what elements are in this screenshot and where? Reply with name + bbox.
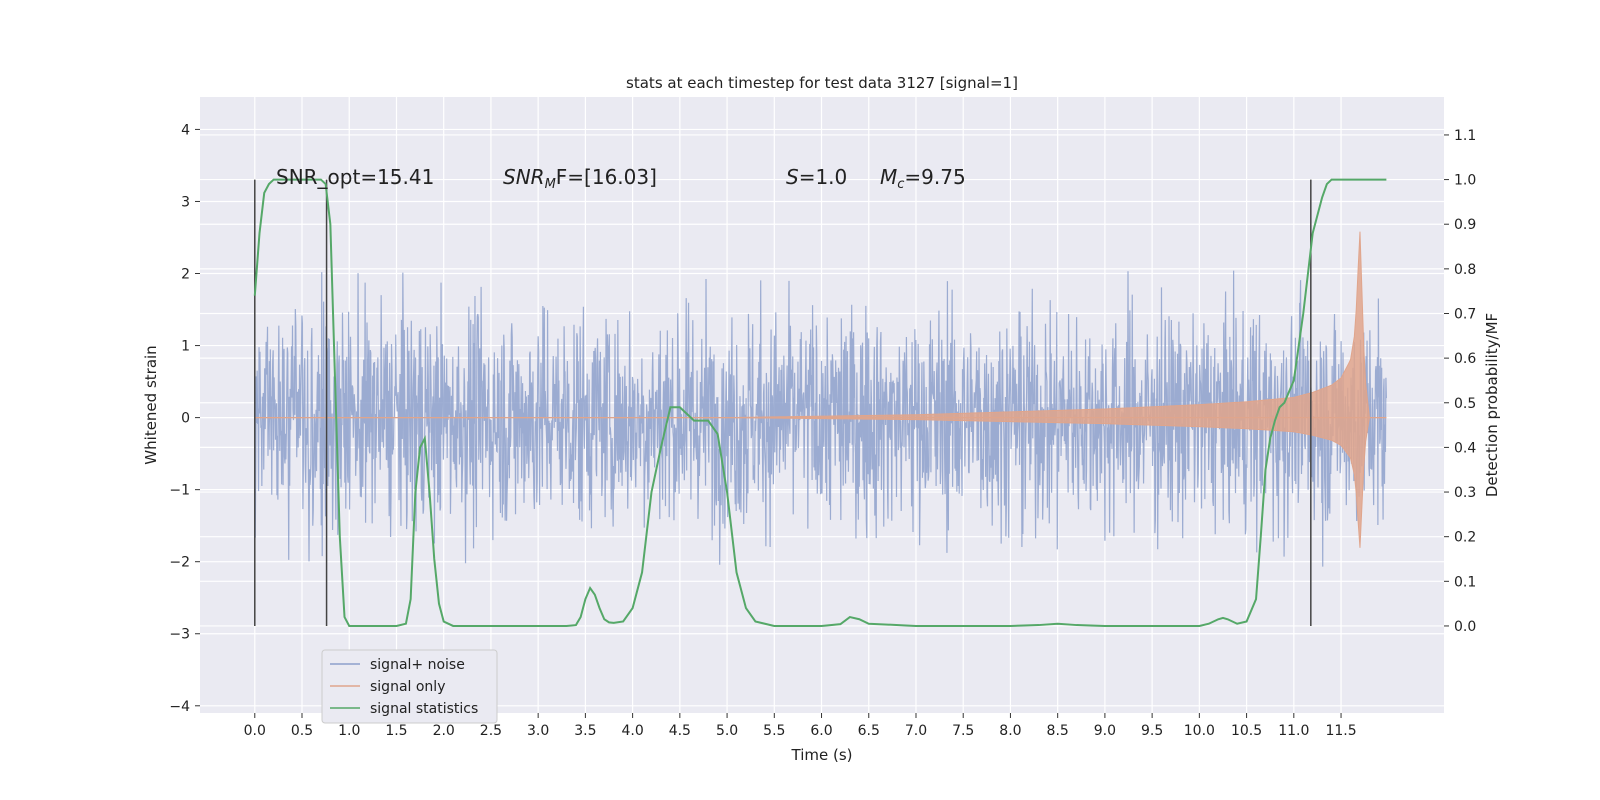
annotation-mc-value: =9.75 — [904, 165, 965, 189]
series-signal-statistics — [253, 178, 1387, 627]
y-left-tick-label: −2 — [169, 555, 190, 571]
y-right-tick-label: 0.5 — [1454, 396, 1476, 412]
x-tick-label: 11.0 — [1278, 723, 1309, 739]
x-tick-label: 9.5 — [1141, 723, 1163, 739]
y-axis-left-ticks: 4 3 2 1 0 −1 −2 −3 −4 — [169, 122, 200, 715]
annotation-snr-mf-sub: M — [545, 177, 556, 192]
legend-label-signal-statistics: signal statistics — [370, 701, 478, 717]
annotation-snr-opt: SNR_opt=15.41 — [276, 165, 434, 189]
annotation-snr-mf-symbol: SNR — [503, 165, 545, 189]
x-axis-label: Time (s) — [791, 746, 853, 764]
x-tick-label: 8.0 — [999, 723, 1021, 739]
y-right-tick-label: 0.7 — [1454, 306, 1476, 322]
x-tick-label: 2.0 — [433, 723, 455, 739]
y-left-tick-label: −4 — [169, 699, 190, 715]
y-left-tick-label: −3 — [169, 627, 190, 643]
y-right-tick-label: 0.1 — [1454, 574, 1476, 590]
legend-box — [321, 649, 498, 724]
y-right-tick-label: 0.0 — [1454, 619, 1476, 635]
y-right-tick-label: 0.3 — [1454, 485, 1476, 501]
y-left-tick-label: 4 — [181, 122, 190, 138]
y-right-tick-label: 0.4 — [1454, 440, 1476, 456]
annotation-mc-sub: c — [897, 177, 904, 192]
annotation-s: S=1.0 — [786, 165, 847, 189]
y-left-tick-label: 0 — [181, 411, 190, 427]
y-axis-right-label: Detection probability/MF — [1483, 313, 1501, 497]
series-signal-statistics-line — [253, 178, 1387, 627]
y-left-tick-label: 1 — [181, 339, 190, 355]
x-tick-label: 10.5 — [1231, 723, 1262, 739]
x-tick-label: 1.0 — [338, 723, 360, 739]
x-tick-label: 1.5 — [385, 723, 407, 739]
x-tick-label: 11.5 — [1325, 723, 1356, 739]
y-left-tick-label: 2 — [181, 267, 190, 283]
y-right-tick-label: 1.1 — [1454, 128, 1476, 144]
x-tick-label: 8.5 — [1047, 723, 1069, 739]
x-tick-label: 5.0 — [716, 723, 738, 739]
legend-label-signal-noise: signal+ noise — [370, 657, 465, 673]
x-tick-label: 7.5 — [952, 723, 974, 739]
y-left-tick-label: −1 — [169, 483, 190, 499]
chart-title: stats at each timestep for test data 312… — [626, 74, 1018, 92]
x-tick-label: 9.0 — [1094, 723, 1116, 739]
y-right-tick-label: 1.0 — [1454, 173, 1476, 189]
annotation-s-symbol: S — [786, 165, 799, 189]
annotation-s-value: =1.0 — [799, 165, 848, 189]
x-tick-label: 4.0 — [621, 723, 643, 739]
legend: signal+ noise signal only signal statist… — [321, 649, 498, 724]
x-tick-label: 6.0 — [810, 723, 832, 739]
y-right-tick-label: 0.6 — [1454, 351, 1476, 367]
x-tick-label: 0.0 — [244, 723, 266, 739]
legend-label-signal-only: signal only — [370, 679, 445, 695]
x-tick-label: 4.5 — [669, 723, 691, 739]
x-tick-label: 5.5 — [763, 723, 785, 739]
y-left-tick-label: 3 — [181, 194, 190, 210]
y-right-tick-label: 0.2 — [1454, 530, 1476, 546]
y-axis-right-ticks: 1.1 1.0 0.9 0.8 0.7 0.6 0.5 0.4 0.3 0.2 0.1 0.0 — [1444, 128, 1476, 635]
x-tick-label: 0.5 — [291, 723, 313, 739]
series-signal-noise — [254, 270, 1387, 567]
annotation-snr-mf: SNRMF=[16.03] — [503, 165, 657, 192]
x-tick-label: 2.5 — [480, 723, 502, 739]
x-tick-label: 3.0 — [527, 723, 549, 739]
series-signal-only — [254, 231, 1387, 548]
x-tick-label: 7.0 — [905, 723, 927, 739]
x-tick-label: 3.5 — [574, 723, 596, 739]
x-tick-label: 6.5 — [858, 723, 880, 739]
annotation-mc: Mc=9.75 — [880, 165, 966, 192]
y-axis-left-label: Whitened strain — [142, 345, 160, 464]
annotation-snr-mf-value: F=[16.03] — [556, 165, 657, 189]
x-axis-ticks: 0.0 0.5 1.0 1.5 2.0 2.5 3.0 3.5 4.0 4.5 5.0 5.5 6.0 6… — [244, 713, 1357, 739]
y-right-tick-label: 0.8 — [1454, 262, 1476, 278]
x-tick-label: 10.0 — [1184, 723, 1215, 739]
annotation-mc-symbol: M — [880, 165, 897, 189]
y-right-tick-label: 0.9 — [1454, 217, 1476, 233]
series-signal-noise-line — [254, 270, 1387, 567]
